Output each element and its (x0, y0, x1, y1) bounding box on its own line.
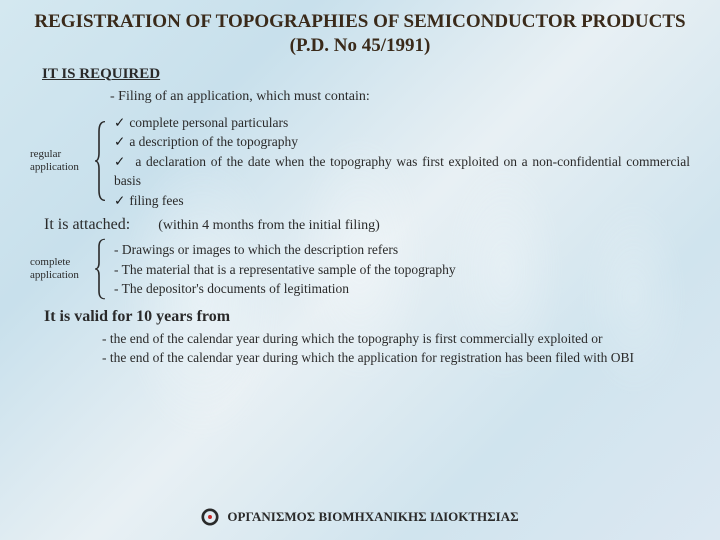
footer: ΟΡΓΑΝΙΣΜΟΣ ΒΙΟΜΗΧΑΝΙΚΗΣ ΙΔΙΟΚΤΗΣΙΑΣ (0, 508, 720, 530)
list-item: - The material that is a representative … (114, 260, 690, 280)
required-heading: IT IS REQUIRED (42, 66, 690, 83)
check-text: a description of the topography (129, 134, 298, 149)
attached-heading-row: It is attached: (within 4 months from th… (44, 216, 690, 234)
check-text: a declaration of the date when the topog… (114, 154, 690, 189)
list-item: ✓ filing fees (114, 191, 690, 211)
list-item: - Drawings or images to which the descri… (114, 240, 690, 260)
attached-paren: (within 4 months from the initial filing… (158, 218, 380, 234)
check-icon: ✓ (114, 134, 125, 149)
attached-heading: It is attached: (44, 216, 130, 234)
regular-application-row: regular application ✓ complete personal p… (30, 113, 690, 211)
list-item: - the end of the calendar year during wh… (102, 349, 670, 368)
check-icon: ✓ (114, 154, 127, 169)
list-item: - the end of the calendar year during wh… (102, 330, 670, 349)
list-item: ✓ complete personal particulars (114, 113, 690, 133)
check-icon: ✓ (114, 115, 125, 130)
complete-application-row: complete application - Drawings or image… (30, 238, 690, 300)
attached-list: - Drawings or images to which the descri… (108, 240, 690, 299)
check-text: complete personal particulars (129, 115, 288, 130)
brace-icon (92, 238, 108, 300)
complete-application-label: complete application (30, 256, 92, 282)
footer-text: ΟΡΓΑΝΙΣΜΟΣ ΒΙΟΜΗΧΑΝΙΚΗΣ ΙΔΙΟΚΤΗΣΙΑΣ (227, 509, 518, 525)
regular-application-label: regular application (30, 148, 92, 174)
valid-heading: It is valid for 10 years from (44, 308, 690, 326)
valid-list: - the end of the calendar year during wh… (102, 330, 670, 368)
list-item: ✓ a declaration of the date when the top… (114, 152, 690, 191)
brace-icon (92, 120, 108, 202)
requirements-list: ✓complete personal particulars ✓a descri… (108, 113, 690, 211)
list-item: - The depositor's documents of legitimat… (114, 279, 690, 299)
filing-line: - Filing of an application, which must c… (110, 89, 690, 105)
slide-content: REGISTRATION OF TOPOGRAPHIES OF SEMICOND… (0, 0, 720, 368)
page-title: REGISTRATION OF TOPOGRAPHIES OF SEMICOND… (30, 10, 690, 58)
obi-logo-icon (201, 508, 219, 526)
list-item: ✓ a description of the topography (114, 132, 690, 152)
check-icon: ✓ (114, 193, 125, 208)
check-text: filing fees (129, 193, 183, 208)
